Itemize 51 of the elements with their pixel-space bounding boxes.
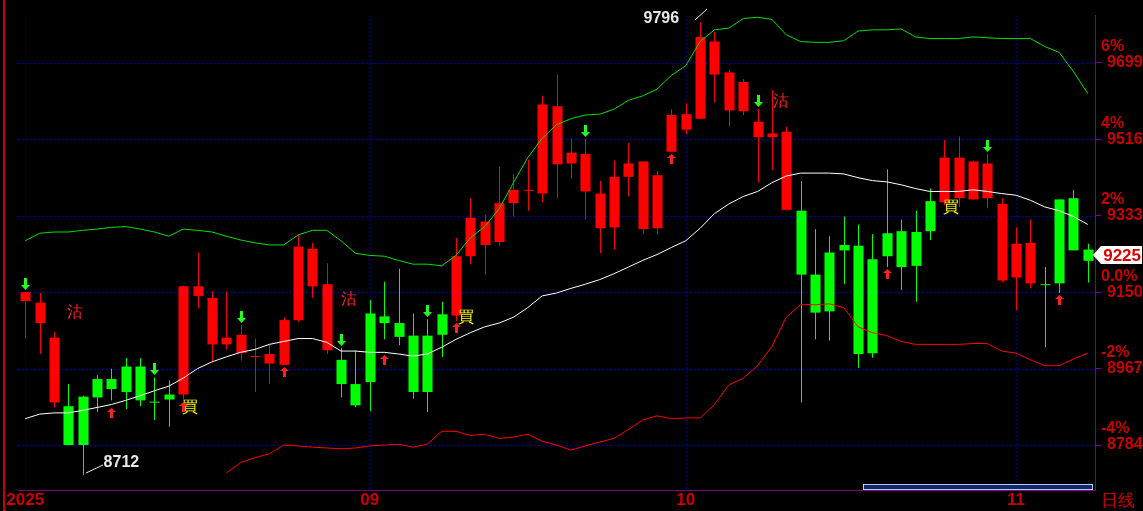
y2-tick-label: 2% bbox=[1101, 190, 1125, 208]
candlestick bbox=[35, 292, 46, 355]
y2-tick-label: -4% bbox=[1101, 419, 1130, 437]
y2-tick-label: 0.0% bbox=[1101, 266, 1138, 284]
candlestick bbox=[839, 216, 850, 285]
candlestick bbox=[236, 324, 247, 362]
y-tick-label: 9516 bbox=[1107, 129, 1143, 147]
annotation: 9796 bbox=[643, 9, 680, 27]
candlestick bbox=[508, 173, 519, 218]
x-tick-label: 09 bbox=[360, 490, 380, 510]
y-tick-label: 9699 bbox=[1107, 53, 1143, 71]
candlestick bbox=[623, 142, 634, 197]
x-tick-label: 2025 bbox=[6, 490, 45, 510]
candlestick bbox=[164, 379, 175, 428]
candlestick bbox=[566, 137, 577, 180]
candlestick bbox=[480, 214, 491, 276]
candlestick bbox=[106, 368, 117, 401]
annotation: 沽 bbox=[341, 289, 358, 309]
candlestick bbox=[753, 108, 764, 184]
candlestick bbox=[350, 350, 361, 408]
y2-tick-label: 6% bbox=[1101, 37, 1125, 55]
candlestick bbox=[250, 338, 261, 393]
candlestick bbox=[882, 168, 893, 268]
candlestick bbox=[264, 343, 275, 385]
candlestick bbox=[193, 251, 204, 309]
y2-tick-label: 4% bbox=[1101, 113, 1125, 131]
candlestick bbox=[681, 102, 692, 135]
text: 9225 bbox=[1103, 245, 1141, 265]
candlestick bbox=[149, 376, 160, 421]
annotation: 買 bbox=[457, 307, 474, 327]
candlestick bbox=[92, 374, 103, 413]
y-tick-label: 9150 bbox=[1107, 282, 1143, 300]
candlestick bbox=[20, 291, 31, 340]
x-tick-label: 11 bbox=[1007, 490, 1026, 510]
candlestick bbox=[523, 159, 534, 212]
x-axis-title: 日线 bbox=[1101, 490, 1135, 511]
candlestick bbox=[394, 268, 405, 346]
x-tick-label: 10 bbox=[676, 490, 696, 510]
y-tick-label: 8784 bbox=[1107, 435, 1143, 453]
candlestick bbox=[221, 290, 232, 350]
y-tick-label: 8967 bbox=[1107, 359, 1143, 377]
annotation: 沽 bbox=[772, 91, 789, 111]
candlestick bbox=[1083, 243, 1094, 284]
candlestick bbox=[437, 301, 448, 358]
annotation: 沽 bbox=[67, 302, 84, 322]
candlestick bbox=[379, 281, 390, 340]
annotation: 8712 bbox=[103, 453, 140, 471]
y-tick-label: 9333 bbox=[1107, 206, 1143, 224]
annotation: 買 bbox=[943, 197, 960, 217]
candlestick bbox=[1040, 266, 1051, 348]
y2-tick-label: -2% bbox=[1101, 343, 1130, 361]
